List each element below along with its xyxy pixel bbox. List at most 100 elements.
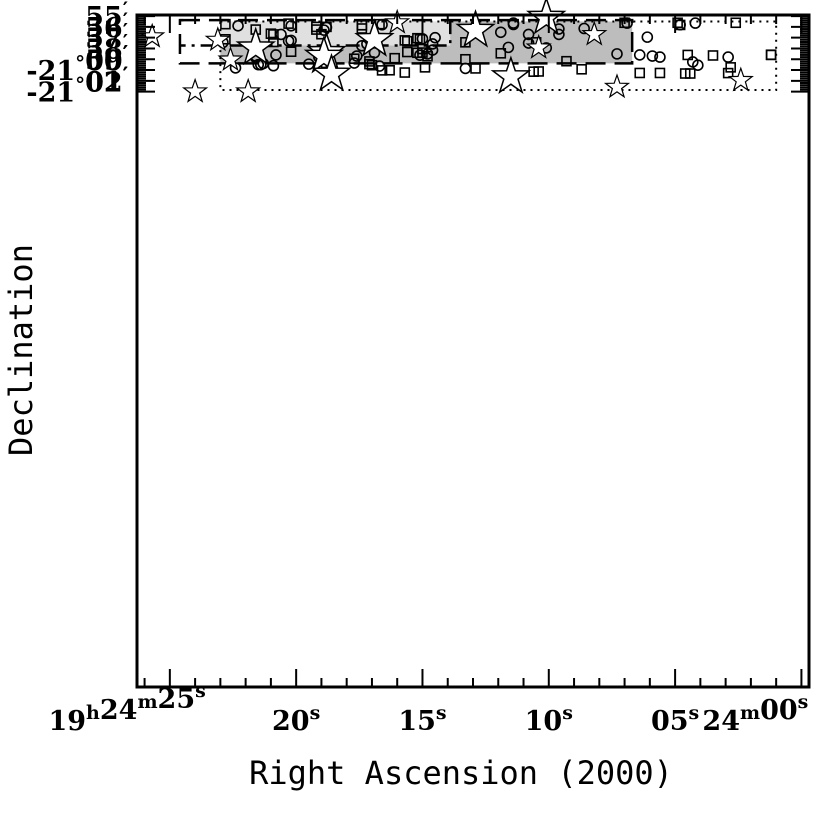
circle-point	[641, 31, 654, 43]
circle-point	[522, 28, 535, 41]
square-point	[384, 64, 395, 76]
x-tick-value: 25	[158, 684, 196, 715]
x-tick-value: 05	[651, 706, 689, 737]
y-tick-label: 55′	[85, 0, 128, 33]
large-star-point	[311, 52, 352, 92]
y-tick-unit: ′	[123, 29, 128, 53]
x-tick-unit: s	[562, 702, 573, 724]
circle-point	[578, 22, 590, 35]
circle-point	[494, 26, 507, 39]
square-point	[419, 62, 431, 73]
circle-point	[232, 19, 244, 32]
large-star-point	[455, 8, 496, 48]
y-tick-labels: 55′56′57′58′59′-21°00′01′-21°02′	[26, 0, 128, 109]
x-tick-label: 05s	[651, 702, 699, 737]
square-point	[283, 18, 294, 29]
large-star-point	[490, 55, 532, 94]
square-point	[364, 58, 375, 70]
x-tick-unit: m	[740, 702, 760, 724]
circle-point	[654, 51, 666, 63]
x-tick-value: 10	[525, 706, 563, 737]
y-tick-label: 59′	[85, 40, 128, 76]
x-tick-value: 24	[702, 706, 740, 737]
x-tick-unit: s	[310, 702, 321, 724]
square-point	[576, 63, 587, 75]
small-star-point	[204, 26, 232, 52]
circle-point	[722, 51, 734, 63]
square-point	[672, 17, 683, 29]
x-tick-unit: s	[798, 691, 809, 713]
y-tick-unit: ′	[123, 41, 128, 65]
square-point	[765, 49, 777, 61]
plot-frame	[135, 13, 811, 689]
circle-point	[553, 28, 565, 41]
circle-point	[270, 49, 282, 61]
outline-dashed	[178, 18, 634, 65]
y-tick-value: 56	[85, 13, 123, 44]
circle-point	[302, 58, 315, 70]
y-tick-value: 01	[85, 67, 123, 98]
x-tick-unit: s	[689, 702, 700, 724]
y-tick-label: 57′	[85, 19, 128, 55]
square-point	[654, 67, 666, 79]
circle-point	[692, 59, 704, 71]
square-point	[730, 17, 742, 29]
square-point	[389, 52, 400, 64]
square-point	[399, 35, 411, 46]
square-point	[765, 49, 777, 61]
large-star-point	[235, 26, 277, 66]
small-star-point	[181, 77, 209, 103]
square-point	[366, 59, 378, 71]
large-star-point	[354, 18, 395, 57]
y-tick-label: 01′	[85, 62, 128, 98]
x-tick-unit: h	[86, 702, 100, 724]
small-star-point	[525, 33, 552, 59]
square-point	[285, 46, 297, 58]
y-tick-unit: ′	[123, 19, 128, 43]
square-point	[725, 62, 736, 73]
square-point	[679, 68, 691, 79]
square-point	[722, 67, 734, 79]
x-tick-unit: m	[137, 691, 157, 713]
circle-point	[414, 49, 426, 61]
y-tick-unit: ′	[123, 40, 128, 64]
circle-point	[646, 50, 659, 62]
y-tick-label: -21°00′	[26, 41, 128, 87]
x-tick-value: 24	[100, 695, 138, 726]
y-tick-value: -21	[26, 56, 75, 87]
square-point	[376, 65, 388, 76]
x-tick-value: 15	[398, 706, 436, 737]
y-tick-unit: ′	[123, 0, 128, 21]
square-point	[412, 32, 423, 44]
square-point	[348, 53, 360, 65]
y-tick-unit: ′	[123, 63, 128, 87]
y-tick-value: 58	[85, 34, 123, 65]
square-point	[220, 18, 231, 30]
x-tick-label: 15s	[398, 702, 446, 737]
axis-ticks	[137, 15, 809, 687]
square-point	[533, 66, 544, 77]
square-point	[460, 53, 471, 65]
circle-point	[507, 18, 520, 31]
square-point	[470, 63, 481, 74]
circle-point	[522, 37, 535, 49]
circle-point	[350, 50, 363, 62]
small-star-point	[727, 66, 754, 92]
circle-point	[633, 49, 646, 61]
x-tick-unit: s	[436, 702, 447, 724]
x-tick-value: 19	[48, 706, 86, 737]
square-point	[561, 55, 572, 67]
y-tick-value: 00	[85, 46, 123, 77]
small-star-point	[217, 45, 244, 71]
circle-point	[252, 58, 265, 71]
small-star-point	[234, 77, 262, 103]
square-point	[402, 46, 413, 58]
circle-point	[429, 31, 441, 44]
y-tick-value: 55	[85, 2, 123, 33]
y-tick-value: 57	[85, 24, 123, 55]
small-star-point	[603, 73, 631, 99]
y-tick-unit: ′	[123, 8, 128, 32]
square-point	[707, 50, 719, 61]
